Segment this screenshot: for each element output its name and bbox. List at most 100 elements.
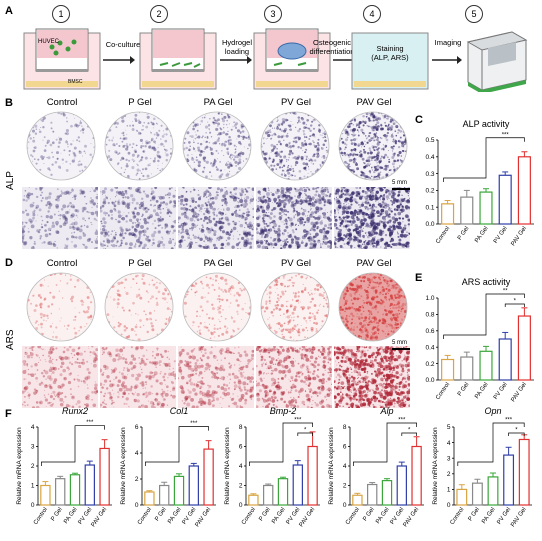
- y-tick-label: 0.4: [425, 154, 434, 161]
- x-tick-label: PAV Gel: [403, 507, 421, 529]
- significance-marker: ***: [86, 420, 94, 426]
- scale-bar-ars: [392, 348, 410, 350]
- bar-pav-gel: [203, 448, 214, 506]
- bar-pv-gel: [396, 465, 407, 506]
- panel-label-c: C: [415, 114, 423, 126]
- arrow-2-icon: [220, 56, 252, 64]
- arrow-4-icon: [432, 56, 462, 64]
- row-label-ars: ARS: [5, 329, 16, 350]
- ars-micrograph-2: [100, 346, 176, 408]
- significance-marker: ***: [294, 418, 302, 424]
- significance-marker: ***: [190, 421, 198, 427]
- huvec-label: HUVEC: [38, 39, 60, 45]
- bar-pa-gel: [173, 475, 185, 506]
- y-tick-label: 2: [135, 476, 139, 483]
- alp-activity-chart: ALP activity 0.0 0.1 0.2 0.3 0.4 0.5 Control P G…: [425, 119, 534, 247]
- alp-micrograph-5: [334, 187, 410, 249]
- y-tick-label: 4: [135, 450, 139, 457]
- ars-dish-4: [260, 272, 330, 342]
- x-tick-label: PA Gel: [481, 507, 496, 525]
- chart-title: ALP activity: [463, 119, 510, 129]
- alp-micrograph-3: [178, 187, 254, 249]
- imaging-device-icon: [466, 31, 528, 92]
- ars-dish-3: [182, 272, 252, 342]
- panel-label-a: A: [5, 5, 13, 17]
- alp-dish-2: [104, 111, 174, 181]
- step-3-text: Hydrogel loading: [221, 38, 252, 56]
- bar-control: [456, 488, 468, 506]
- significance-bracket: [145, 426, 209, 466]
- staining-box-text: Staining (ALP, ARS): [371, 44, 409, 62]
- y-tick-label: 2: [343, 483, 347, 490]
- transwell-3-icon: [253, 28, 331, 90]
- significance-bracket: [443, 293, 525, 339]
- y-axis-label: Relative mRNA expression: [120, 427, 127, 505]
- significance-bracket: [443, 137, 525, 182]
- alp-dish-5: [338, 111, 408, 181]
- x-tick-label: Control: [435, 226, 451, 245]
- y-axis-label: Relative mRNA expression: [16, 427, 23, 505]
- ars-micrograph-4: [256, 346, 332, 408]
- bar-control: [441, 358, 455, 381]
- bar-p-gel: [471, 482, 483, 506]
- step-5-text: Imaging: [434, 38, 462, 47]
- y-tick-label: 4: [343, 463, 347, 470]
- header-pavgel-ars: PAV Gel: [356, 258, 392, 269]
- y-tick-label: 2: [239, 483, 243, 490]
- step-2-text: Co-culture: [105, 40, 141, 49]
- significance-marker-2: *: [408, 428, 411, 434]
- x-tick-label: P Gel: [258, 507, 271, 523]
- panel-label-e: E: [415, 272, 423, 284]
- y-tick-label: 0: [447, 502, 451, 509]
- ars-dish-2: [104, 272, 174, 342]
- chart-title: Opn: [484, 406, 501, 416]
- ars-dish-5: [338, 272, 408, 342]
- y-tick-label: 0.0: [425, 377, 434, 384]
- y-tick-label: 0.8: [425, 312, 434, 319]
- header-pvgel-alp: PV Gel: [280, 97, 312, 108]
- bar-pav-gel: [517, 315, 531, 381]
- y-tick-label: 0: [135, 502, 139, 509]
- y-tick-label: 0: [31, 502, 35, 509]
- x-tick-label: PV Gel: [493, 382, 509, 401]
- transwell-2-icon: [139, 28, 217, 90]
- chart-title: Runx2: [62, 406, 88, 416]
- significance-marker-2: *: [304, 428, 307, 434]
- x-tick-label: P Gel: [50, 507, 63, 523]
- significance-marker: ***: [398, 418, 406, 424]
- y-tick-label: 0: [239, 502, 243, 509]
- y-tick-label: 0.2: [425, 188, 434, 195]
- y-tick-label: 1: [31, 483, 35, 490]
- bar-pav-gel: [99, 447, 110, 506]
- significance-marker: ***: [505, 418, 513, 424]
- y-tick-label: 3: [447, 455, 451, 462]
- y-tick-label: 3: [31, 444, 35, 451]
- y-tick-label: 0.4: [425, 344, 434, 351]
- chart-title: Bmp-2: [270, 406, 297, 416]
- y-tick-label: 0.5: [425, 137, 434, 144]
- scale-bar-label-ars: 5 mm: [392, 340, 407, 346]
- y-tick-label: 0.6: [425, 328, 434, 335]
- significance-bracket-2: [401, 432, 417, 436]
- y-axis-label: Relative mRNA expression: [224, 427, 231, 505]
- header-pgel-ars: P Gel: [128, 258, 152, 269]
- alp-micrograph-4: [256, 187, 332, 249]
- panel-label-d: D: [5, 257, 13, 269]
- bar-pav-gel: [307, 445, 318, 506]
- significance-bracket: [457, 422, 525, 466]
- bar-pav-gel: [411, 445, 422, 506]
- y-tick-label: 2: [447, 471, 451, 478]
- x-tick-label: PAV Gel: [195, 507, 213, 529]
- y-tick-label: 0.1: [425, 204, 434, 211]
- ars-micrograph-3: [178, 346, 254, 408]
- bar-p-gel: [460, 356, 474, 381]
- header-pvgel-ars: PV Gel: [280, 258, 312, 269]
- x-tick-label: PA Gel: [375, 507, 390, 525]
- step-3-circle: 3: [264, 5, 282, 23]
- bar-pa-gel: [479, 350, 493, 381]
- ars-micrograph-5: [334, 346, 410, 408]
- header-pagel-alp: PA Gel: [203, 97, 233, 108]
- scale-bar-label-alp: 5 mm: [392, 180, 407, 186]
- y-tick-label: 6: [343, 444, 347, 451]
